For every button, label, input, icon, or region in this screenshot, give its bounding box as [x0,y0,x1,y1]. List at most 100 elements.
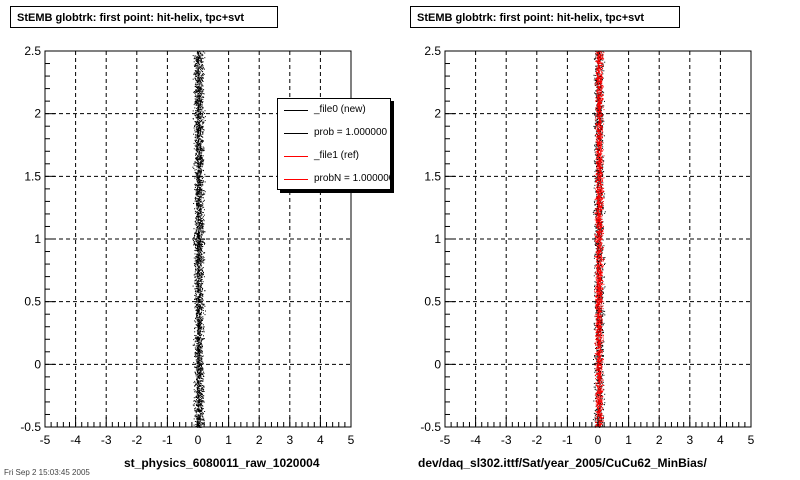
scatter-point [200,288,202,290]
scatter-point [197,78,199,80]
scatter-point [197,304,199,306]
scatter-point [198,149,199,151]
scatter-point [197,371,199,372]
scatter-point [202,239,204,241]
scatter-point [597,152,599,154]
scatter-point [199,60,201,62]
scatter-point [202,242,204,243]
scatter-point [195,230,197,232]
scatter-point [602,418,604,420]
scatter-point [200,102,202,104]
scatter-point [200,67,202,69]
scatter-point [201,150,203,152]
scatter-point [603,322,605,324]
scatter-point [197,403,199,405]
scatter-point [196,198,198,199]
scatter-point [603,398,605,400]
scatter-point [194,335,196,336]
scatter-point [197,235,199,237]
scatter-point [198,205,200,207]
scatter-point [195,276,197,278]
scatter-point [198,134,200,136]
scatter-point [200,389,202,391]
scatter-point [601,202,603,204]
scatter-point [197,347,199,349]
scatter-point [199,353,200,355]
scatter-point [602,310,604,312]
scatter-point [199,371,201,373]
scatter-point [602,381,604,383]
scatter-point [197,149,199,151]
scatter-point [596,97,598,99]
scatter-point [196,280,198,282]
scatter-point [602,350,604,352]
scatter-point [195,259,197,261]
scatter-point [198,230,200,231]
scatter-point [601,165,603,167]
scatter-point [199,98,201,100]
scatter-point [197,104,199,106]
scatter-point [195,74,197,76]
scatter-point [596,311,598,313]
scatter-point [199,215,201,217]
scatter-point [200,157,202,158]
scatter-point [597,153,599,155]
scatter-point [200,269,202,271]
scatter-point [198,414,200,416]
scatter-point [594,302,596,304]
scatter-point [196,135,198,137]
scatter-point [201,148,202,149]
scatter-point [195,336,197,338]
scatter-point [199,229,201,231]
scatter-point [200,252,202,254]
scatter-point [198,103,200,105]
scatter-point [199,400,201,402]
scatter-point [195,375,197,377]
scatter-point [202,146,204,148]
scatter-point [199,392,201,394]
scatter-point [597,233,598,235]
scatter-point [202,378,204,380]
scatter-point [202,96,204,98]
scatter-point [603,196,605,198]
scatter-point [602,328,603,330]
scatter-point [199,373,201,374]
scatter-point [201,407,203,409]
scatter-point [198,257,199,259]
scatter-point [199,60,201,62]
scatter-point [195,131,197,133]
scatter-point [196,128,198,130]
scatter-point [199,132,201,134]
scatter-point [196,418,198,420]
scatter-point [601,323,603,325]
scatter-point [600,392,602,394]
scatter-point [196,418,198,420]
scatter-point [193,228,195,230]
scatter-point [198,288,200,290]
scatter-point [201,368,203,370]
scatter-point [201,98,203,100]
scatter-point [193,61,195,63]
scatter-point [203,147,205,149]
scatter-point [200,136,202,137]
scatter-point [201,400,203,402]
scatter-point [594,416,596,418]
scatter-point [600,84,602,86]
scatter-point [195,269,197,271]
scatter-point [198,298,199,299]
scatter-point [598,157,600,159]
scatter-point [203,206,205,208]
scatter-point [197,246,199,248]
scatter-point [599,125,601,126]
scatter-point [603,65,604,67]
scatter-point [197,323,199,324]
scatter-point [195,134,197,136]
scatter-point [199,316,201,318]
scatter-point [604,363,606,365]
scatter-point [195,340,197,342]
scatter-point [196,281,198,283]
scatter-point [196,175,197,177]
scatter-point [200,86,202,88]
scatter-point [196,185,198,186]
scatter-point [200,180,202,182]
